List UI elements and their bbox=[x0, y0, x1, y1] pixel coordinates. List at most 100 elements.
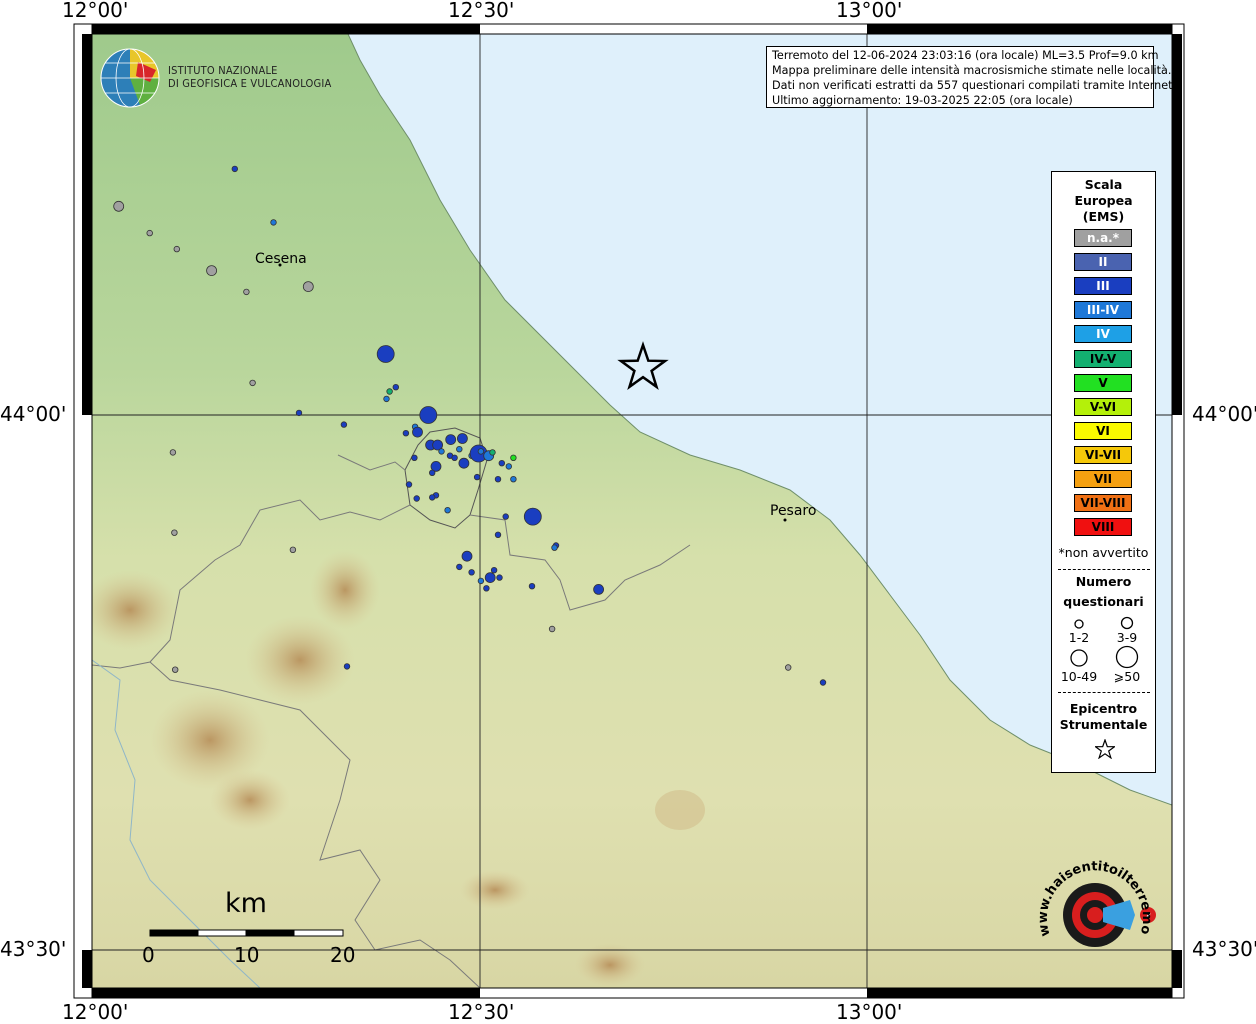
institute-name: ISTITUTO NAZIONALE DI GEOFISICA E VULCAN… bbox=[168, 64, 331, 90]
intensity-observation-point bbox=[593, 584, 604, 595]
top-lon-label: 12°00' bbox=[62, 0, 129, 22]
scale-bar bbox=[149, 929, 344, 937]
right-lat-label: 43°30' bbox=[1192, 937, 1256, 961]
top-lon-label: 12°30' bbox=[448, 0, 515, 22]
sea-area bbox=[348, 34, 1172, 805]
intensity-observation-point bbox=[510, 476, 517, 483]
intensity-swatch: VI-VII bbox=[1074, 445, 1132, 464]
bottom-lon-label: 13°00' bbox=[836, 1000, 903, 1024]
intensity-observation-point bbox=[146, 229, 153, 237]
legend-title: Scala Europea (EMS) bbox=[1052, 177, 1155, 225]
left-lat-label: 43°30' bbox=[0, 937, 67, 961]
city-label-pesaro: Pesaro bbox=[770, 503, 817, 519]
intensity-swatch: VII bbox=[1074, 470, 1132, 488]
intensity-observation-point bbox=[383, 395, 390, 403]
observation-layer bbox=[113, 165, 827, 686]
map-frame bbox=[73, 23, 1185, 999]
intensity-observation-point bbox=[456, 563, 463, 571]
intensity-swatch: III-IV bbox=[1074, 301, 1132, 320]
intensity-observation-point bbox=[438, 448, 445, 455]
count-symbols bbox=[1070, 616, 1139, 669]
legend-title-line: Scala bbox=[1084, 177, 1123, 192]
intensity-observation-point bbox=[523, 507, 542, 526]
ingv-logo-icon bbox=[100, 48, 160, 108]
intensity-observation-point bbox=[494, 476, 502, 483]
count-label: 1-2 bbox=[1068, 630, 1090, 645]
epicenter-title: Epicentro bbox=[1069, 701, 1138, 716]
intensity-observation-point bbox=[386, 388, 393, 395]
scale-tick-label: 10 bbox=[234, 943, 260, 967]
legend-title-line: (EMS) bbox=[1082, 209, 1125, 224]
intensity-observation-point bbox=[113, 200, 125, 212]
relief bbox=[210, 770, 290, 830]
intensity-swatch: n.a.* bbox=[1074, 229, 1132, 247]
intensity-observation-point bbox=[171, 666, 179, 673]
event-info-box: Terremoto del 12-06-2024 23:03:16 (ora l… bbox=[766, 46, 1176, 108]
epicenter-title: Strumentale bbox=[1059, 717, 1148, 732]
relief bbox=[310, 550, 380, 630]
intensity-swatch: II bbox=[1074, 253, 1132, 272]
relief bbox=[575, 943, 645, 987]
intensity-observation-point bbox=[456, 433, 468, 444]
intensity-observation-point bbox=[289, 546, 297, 553]
intensity-observation-point bbox=[413, 495, 420, 502]
intensity-observation-point bbox=[249, 379, 256, 387]
intensity-observation-point bbox=[302, 281, 314, 293]
intensity-observation-point bbox=[419, 406, 438, 424]
info-line: Mappa preliminare delle intensità macros… bbox=[772, 64, 1172, 77]
intensity-observation-point bbox=[502, 513, 509, 520]
intensity-observation-point bbox=[432, 439, 444, 451]
intensity-observation-point bbox=[243, 288, 250, 296]
intensity-observation-point bbox=[473, 473, 481, 481]
regional-boundary bbox=[149, 661, 481, 988]
intensity-swatch: VII-VIII bbox=[1074, 494, 1132, 513]
intensity-swatch: IV bbox=[1074, 325, 1132, 344]
intensity-observation-point bbox=[451, 454, 458, 461]
intensity-observation-point bbox=[468, 569, 475, 576]
river bbox=[92, 659, 261, 988]
count-label: ⩾50 bbox=[1113, 669, 1141, 684]
intensity-swatch: VIII bbox=[1074, 518, 1132, 537]
intensity-observation-point bbox=[484, 572, 496, 583]
institute-line-1: ISTITUTO NAZIONALE bbox=[168, 64, 278, 77]
intensity-observation-point bbox=[340, 421, 348, 428]
intensity-observation-point bbox=[270, 219, 277, 226]
intensity-observation-point bbox=[206, 265, 218, 277]
intensity-observation-point bbox=[819, 679, 827, 686]
intensity-observation-point bbox=[411, 454, 418, 461]
intensity-observation-point bbox=[171, 529, 178, 536]
top-lon-label: 13°00' bbox=[836, 0, 903, 22]
intensity-swatch: VI bbox=[1074, 421, 1132, 440]
intensity-observation-point bbox=[498, 460, 505, 467]
legend-star-icon bbox=[1095, 739, 1115, 759]
border-san-marino bbox=[404, 427, 488, 529]
count-symbol-xlarge bbox=[1115, 645, 1139, 669]
graticule bbox=[92, 34, 1172, 988]
intensity-observation-point bbox=[405, 481, 413, 488]
count-symbol-small bbox=[1074, 619, 1084, 629]
intensity-observation-point bbox=[376, 345, 395, 363]
epicenter-star-icon bbox=[617, 341, 669, 390]
intensity-observation-point bbox=[173, 245, 180, 253]
bottom-lon-label: 12°30' bbox=[448, 1000, 515, 1024]
city-marker-pesaro bbox=[783, 518, 787, 522]
intensity-observation-point bbox=[528, 583, 536, 590]
intensity-observation-point bbox=[461, 550, 473, 562]
count-label: 3-9 bbox=[1116, 630, 1138, 645]
relief bbox=[245, 615, 355, 705]
intensity-observation-point bbox=[477, 577, 485, 585]
intensity-observation-point bbox=[392, 384, 399, 391]
relief bbox=[655, 790, 705, 830]
intensity-swatch: V-VI bbox=[1074, 397, 1132, 416]
legend-note: *non avvertito bbox=[1058, 545, 1149, 560]
map-layers bbox=[92, 34, 1172, 988]
svg-text:?: ? bbox=[1145, 911, 1151, 922]
intensity-observation-point bbox=[456, 446, 463, 453]
intensity-observation-point bbox=[444, 507, 451, 514]
relief bbox=[92, 570, 180, 650]
left-lat-label: 44°00' bbox=[0, 402, 67, 426]
regional-boundary bbox=[469, 514, 691, 611]
intensity-observation-point bbox=[295, 409, 303, 417]
intensity-observation-point bbox=[483, 585, 490, 592]
right-lat-label: 44°00' bbox=[1192, 402, 1256, 426]
